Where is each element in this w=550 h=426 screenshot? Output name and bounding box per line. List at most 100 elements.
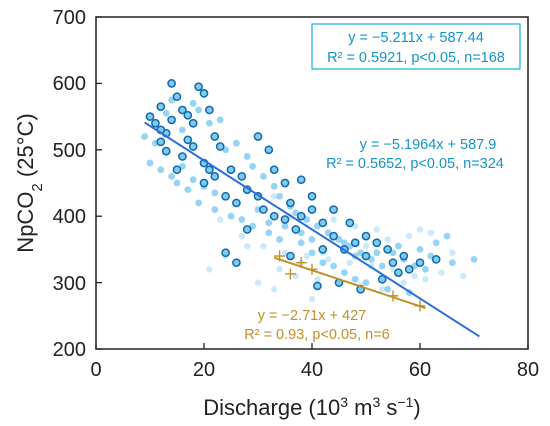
data-point bbox=[319, 259, 327, 267]
data-point bbox=[313, 281, 322, 291]
data-point bbox=[307, 191, 317, 201]
data-point bbox=[411, 272, 418, 280]
data-point bbox=[395, 242, 402, 250]
data-point bbox=[244, 242, 251, 250]
data-point bbox=[238, 232, 245, 240]
data-point bbox=[183, 110, 193, 120]
data-point bbox=[330, 216, 337, 223]
data-point bbox=[172, 165, 182, 175]
data-point bbox=[276, 266, 283, 273]
data-point bbox=[205, 105, 214, 115]
data-point bbox=[416, 226, 424, 233]
data-point bbox=[384, 285, 391, 293]
data-point bbox=[449, 259, 456, 267]
x-axis-label: Discharge (103 m3 s−1) bbox=[203, 394, 420, 420]
data-point bbox=[221, 248, 230, 258]
data-point bbox=[232, 198, 241, 208]
data-point bbox=[232, 258, 241, 268]
data-point bbox=[253, 132, 263, 141]
data-point-plus bbox=[284, 268, 296, 280]
data-point bbox=[233, 139, 240, 147]
data-point bbox=[237, 172, 247, 181]
data-point bbox=[249, 163, 256, 170]
data-point bbox=[211, 189, 219, 197]
annotation-boxed-stats: R² = 0.5921, p<0.05, n=168 bbox=[327, 50, 505, 66]
data-point bbox=[227, 212, 235, 220]
data-point bbox=[269, 211, 279, 221]
data-point bbox=[372, 238, 382, 248]
data-point bbox=[270, 182, 278, 190]
data-point bbox=[217, 216, 224, 223]
data-point bbox=[221, 191, 230, 201]
regression-lines bbox=[144, 121, 480, 338]
annotation-blue-stats: R² = 0.5652, p<0.05, n=324 bbox=[326, 156, 504, 172]
annotation-box bbox=[311, 23, 521, 70]
data-point bbox=[238, 216, 246, 223]
data-point bbox=[156, 137, 166, 147]
scatter-points-light bbox=[141, 96, 478, 296]
x-tick-label: 0 bbox=[90, 359, 101, 381]
data-point bbox=[215, 142, 225, 151]
data-point bbox=[362, 279, 370, 286]
data-point bbox=[427, 229, 434, 236]
data-point bbox=[260, 242, 267, 250]
data-point bbox=[330, 262, 337, 270]
y-tick-label: 300 bbox=[53, 273, 86, 295]
data-point bbox=[210, 132, 220, 141]
y-tick-label: 700 bbox=[53, 7, 86, 29]
y-tick-label: 400 bbox=[53, 206, 86, 228]
data-point bbox=[308, 249, 316, 257]
data-point bbox=[281, 222, 289, 230]
data-point bbox=[179, 126, 186, 134]
data-point bbox=[265, 219, 273, 227]
data-point bbox=[443, 232, 451, 240]
data-point bbox=[206, 119, 213, 127]
data-point bbox=[329, 231, 338, 241]
data-point bbox=[146, 159, 154, 167]
data-point bbox=[346, 259, 353, 266]
annotation-blue-equation: y = −5.1964x + 587.9 bbox=[360, 137, 497, 153]
data-point bbox=[422, 265, 429, 273]
data-point bbox=[264, 145, 274, 155]
data-point bbox=[341, 269, 348, 277]
x-tick-label: 60 bbox=[409, 359, 431, 381]
annotation-olive-stats: R² = 0.93, p<0.05, n=6 bbox=[244, 327, 390, 343]
data-point bbox=[271, 193, 278, 200]
data-point bbox=[383, 245, 392, 254]
data-point bbox=[404, 264, 414, 274]
data-point bbox=[307, 205, 317, 214]
y-axis-label: NpCO2 (25°C) bbox=[13, 113, 46, 252]
data-point bbox=[308, 296, 316, 303]
data-point bbox=[260, 172, 267, 180]
data-point bbox=[351, 275, 359, 283]
data-point bbox=[184, 186, 192, 194]
data-point bbox=[178, 152, 187, 161]
regression-line bbox=[273, 256, 426, 309]
data-point bbox=[373, 226, 380, 233]
data-point bbox=[216, 116, 224, 124]
data-point bbox=[373, 249, 381, 257]
data-point bbox=[314, 276, 321, 283]
axis-ticks bbox=[95, 16, 529, 350]
data-point bbox=[378, 262, 386, 270]
data-point bbox=[280, 178, 290, 188]
scatter-points-plus bbox=[274, 250, 426, 312]
data-point bbox=[400, 279, 407, 286]
data-point bbox=[167, 79, 176, 88]
data-point bbox=[449, 249, 456, 256]
data-point bbox=[432, 239, 440, 247]
data-point-plus bbox=[274, 250, 286, 262]
data-point bbox=[151, 118, 160, 128]
y-tick-label: 600 bbox=[53, 73, 86, 95]
data-point bbox=[162, 109, 170, 117]
data-point bbox=[379, 286, 386, 293]
data-point bbox=[183, 135, 193, 145]
data-point bbox=[296, 211, 306, 221]
data-point bbox=[161, 146, 171, 156]
data-point bbox=[276, 192, 283, 200]
data-point bbox=[243, 153, 251, 160]
data-point bbox=[141, 133, 149, 140]
data-point bbox=[167, 115, 176, 125]
data-point-plus bbox=[295, 257, 307, 269]
